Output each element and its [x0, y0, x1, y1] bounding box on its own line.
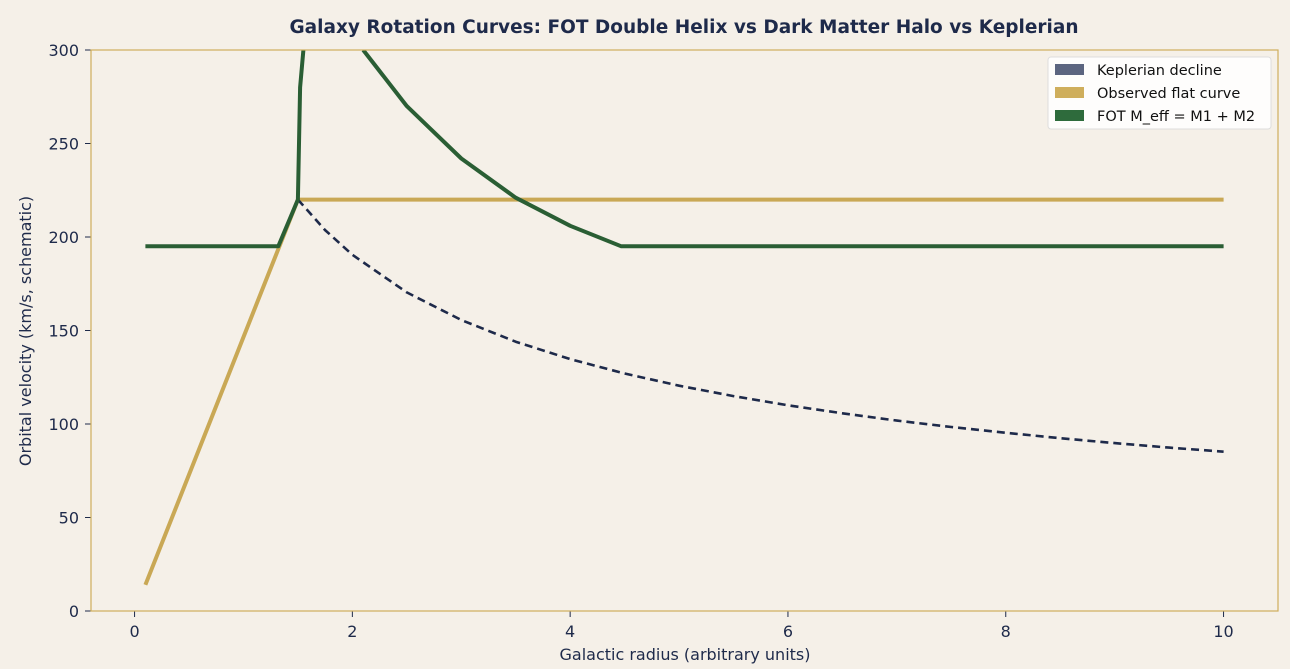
legend-swatch — [1055, 110, 1084, 121]
plot-area — [91, 50, 1278, 611]
x-tick-label: 10 — [1213, 622, 1233, 641]
legend-swatch — [1055, 64, 1084, 75]
y-tick-label: 150 — [48, 322, 79, 341]
series-line-fot-m-eff-m1-m2 — [145, 50, 306, 249]
legend: Keplerian decline Observed flat curve FOT … — [1047, 56, 1272, 130]
series-line-keplerian-decline — [296, 198, 1224, 453]
x-axis-label: Galactic radius (arbitrary units) — [560, 645, 811, 664]
legend-label: Observed flat curve — [1097, 86, 1240, 102]
x-tick-label: 4 — [565, 622, 575, 641]
chart-title: Galaxy Rotation Curves: FOT Double Helix… — [289, 17, 1078, 38]
y-axis: 0 50 100 150 200 250 300 — [48, 41, 91, 621]
plot-frame — [90, 49, 1279, 612]
legend-box — [1047, 56, 1272, 130]
y-tick-label: 0 — [69, 602, 79, 621]
x-tick-label: 6 — [783, 622, 793, 641]
x-tick-label: 2 — [347, 622, 357, 641]
y-tick-label: 300 — [48, 41, 79, 60]
x-axis: 0 2 4 6 8 10 — [129, 611, 1234, 641]
y-axis-label: Orbital velocity (km/s, schematic) — [16, 196, 35, 466]
plot-background — [91, 50, 1278, 611]
series-line-fot-m-eff-m1-m2 — [361, 50, 1224, 249]
y-tick-label: 100 — [48, 415, 79, 434]
legend-label: Keplerian decline — [1097, 63, 1222, 79]
x-tick-label: 0 — [129, 622, 139, 641]
legend-label: FOT M_eff = M1 + M2 — [1097, 109, 1255, 125]
legend-swatch — [1055, 87, 1084, 98]
y-tick-label: 250 — [48, 135, 79, 154]
x-tick-label: 8 — [1001, 622, 1011, 641]
y-tick-label: 50 — [59, 509, 79, 528]
y-tick-label: 200 — [48, 228, 79, 247]
series-layer — [143, 50, 1224, 586]
